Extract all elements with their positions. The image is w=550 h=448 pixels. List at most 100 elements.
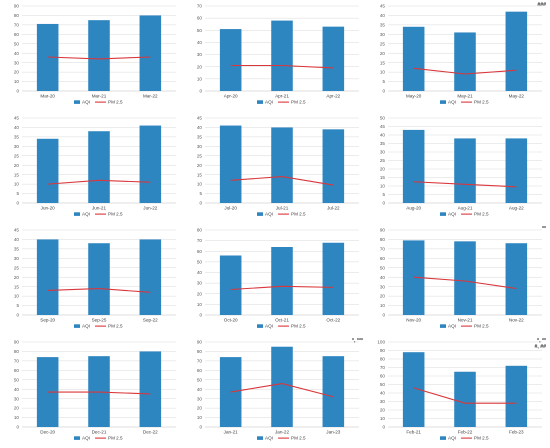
- y-tick-label: 15: [380, 60, 386, 65]
- y-tick-label: 90: [14, 4, 20, 9]
- legend-pm25-label: PM 2.5: [291, 324, 306, 329]
- legend-aqi-label: AQI: [448, 100, 456, 105]
- aqi-bar: [271, 20, 293, 92]
- x-category-label: Apr-20: [224, 94, 238, 99]
- y-tick-label: 25: [14, 265, 20, 270]
- x-category-label: Dec-21: [92, 430, 107, 435]
- y-tick-label: 0: [382, 313, 385, 318]
- y-tick-label: 30: [14, 60, 20, 65]
- y-tick-label: 80: [197, 228, 203, 233]
- x-category-label: Aug-20: [406, 206, 421, 211]
- y-tick-label: 70: [197, 4, 203, 9]
- y-tick-label: 0: [16, 425, 19, 430]
- y-tick-label: 50: [380, 265, 386, 270]
- y-tick-label: 80: [14, 349, 20, 354]
- significance-annotation: *, ***: [352, 338, 364, 344]
- y-tick-label: 70: [14, 22, 20, 27]
- x-category-label: Nov-22: [509, 318, 524, 323]
- y-tick-label: 5: [382, 192, 385, 197]
- y-tick-label: 80: [380, 237, 386, 242]
- y-tick-label: 30: [380, 284, 386, 289]
- legend-aqi-swatch: [440, 324, 446, 328]
- y-tick-label: 5: [16, 191, 19, 196]
- x-category-label: Apr-21: [275, 94, 289, 99]
- y-tick-label: 15: [14, 172, 20, 177]
- y-tick-label: 0: [199, 89, 202, 94]
- significance-annotation: ###: [537, 2, 546, 8]
- legend-aqi-label: AQI: [265, 324, 273, 329]
- y-tick-label: 0: [199, 201, 202, 206]
- chart-svg: 0 10 20 30 40 50 60 70 Apr-20 Apr-21 Apr-22 AQI PM 2…: [197, 4, 359, 105]
- legend-aqi-label: AQI: [265, 100, 273, 105]
- y-tick-label: 20: [380, 167, 386, 172]
- legend-aqi-label: AQI: [82, 436, 90, 441]
- y-tick-label: 20: [14, 70, 20, 75]
- y-tick-label: 45: [380, 4, 386, 9]
- y-tick-label: 35: [14, 134, 20, 139]
- x-category-label: Feb-23: [509, 430, 524, 435]
- y-tick-label: 40: [197, 270, 203, 275]
- x-category-label: May-22: [509, 94, 525, 99]
- x-category-label: Oct-21: [275, 318, 289, 323]
- y-tick-label: 90: [197, 340, 203, 345]
- y-tick-label: 10: [380, 416, 386, 421]
- y-tick-label: 30: [380, 150, 386, 155]
- y-tick-label: 50: [380, 382, 386, 387]
- y-tick-label: 40: [14, 51, 20, 56]
- legend-pm25-label: PM 2.5: [108, 436, 123, 441]
- y-tick-label: 0: [199, 425, 202, 430]
- y-tick-label: 15: [197, 172, 203, 177]
- x-category-label: Mar-21: [92, 94, 107, 99]
- x-category-label: Jul-20: [224, 206, 237, 211]
- y-tick-label: 20: [197, 163, 203, 168]
- aqi-bar: [454, 138, 476, 203]
- y-tick-label: 40: [197, 40, 203, 45]
- y-tick-label: 80: [197, 349, 203, 354]
- aqi-bar: [88, 243, 110, 315]
- y-tick-label: 10: [197, 302, 203, 307]
- x-category-label: Feb-22: [458, 430, 473, 435]
- x-category-label: Jan-21: [224, 430, 238, 435]
- pm25-line: [47, 56, 151, 60]
- legend-aqi-swatch: [74, 324, 80, 328]
- y-tick-label: 70: [380, 246, 386, 251]
- y-tick-label: 10: [197, 182, 203, 187]
- y-tick-label: 40: [197, 125, 203, 130]
- aqi-bar: [271, 346, 293, 427]
- y-tick-label: 30: [380, 32, 386, 37]
- y-tick-label: 30: [14, 144, 20, 149]
- x-category-label: May-20: [406, 94, 422, 99]
- aqi-bar: [505, 11, 528, 92]
- legend-pm25-label: PM 2.5: [108, 324, 123, 329]
- y-tick-label: 30: [380, 399, 386, 404]
- legend-pm25-label: PM 2.5: [474, 436, 489, 441]
- y-tick-label: 90: [380, 228, 386, 233]
- y-tick-label: 0: [382, 89, 385, 94]
- legend-aqi-swatch: [257, 212, 263, 216]
- x-category-label: Nov-21: [458, 318, 473, 323]
- x-category-label: Nov-20: [406, 318, 421, 323]
- aqi-bar: [219, 357, 242, 427]
- y-tick-label: 10: [14, 415, 20, 420]
- y-tick-label: 40: [380, 13, 386, 18]
- y-tick-label: 5: [199, 191, 202, 196]
- legend-aqi-label: AQI: [448, 212, 456, 217]
- y-tick-label: 70: [197, 358, 203, 363]
- y-tick-label: 25: [197, 153, 203, 158]
- y-tick-label: 30: [14, 396, 20, 401]
- aqi-bar: [322, 26, 345, 92]
- y-tick-label: 45: [14, 116, 20, 121]
- y-tick-label: 25: [380, 41, 386, 46]
- y-tick-label: 20: [197, 291, 203, 296]
- chart-panel: 0 10 20 30 40 50 60 70 80 90 Nov-20 Nov-21 Nov-22 AQI…: [366, 224, 549, 336]
- legend-pm25-label: PM 2.5: [474, 324, 489, 329]
- chart-svg: 0 5 10 15 20 25 30 35 40 45 Jul-20 Jul-21 Jul-22 AQI P…: [197, 116, 359, 217]
- legend-aqi-swatch: [74, 436, 80, 440]
- aqi-bar: [219, 29, 242, 92]
- pm25-line: [230, 285, 334, 291]
- chart-panel: 0 10 20 30 40 50 60 70 80 90 Jan-21 Jan-22 Jan-23 AQI…: [183, 336, 366, 448]
- y-tick-label: 20: [380, 294, 386, 299]
- y-tick-label: 20: [197, 64, 203, 69]
- y-tick-label: 0: [199, 313, 202, 318]
- chart-panel: 0 10 20 30 40 50 60 70 80 90 100 Feb-21 Feb-22 Feb-23…: [366, 336, 549, 448]
